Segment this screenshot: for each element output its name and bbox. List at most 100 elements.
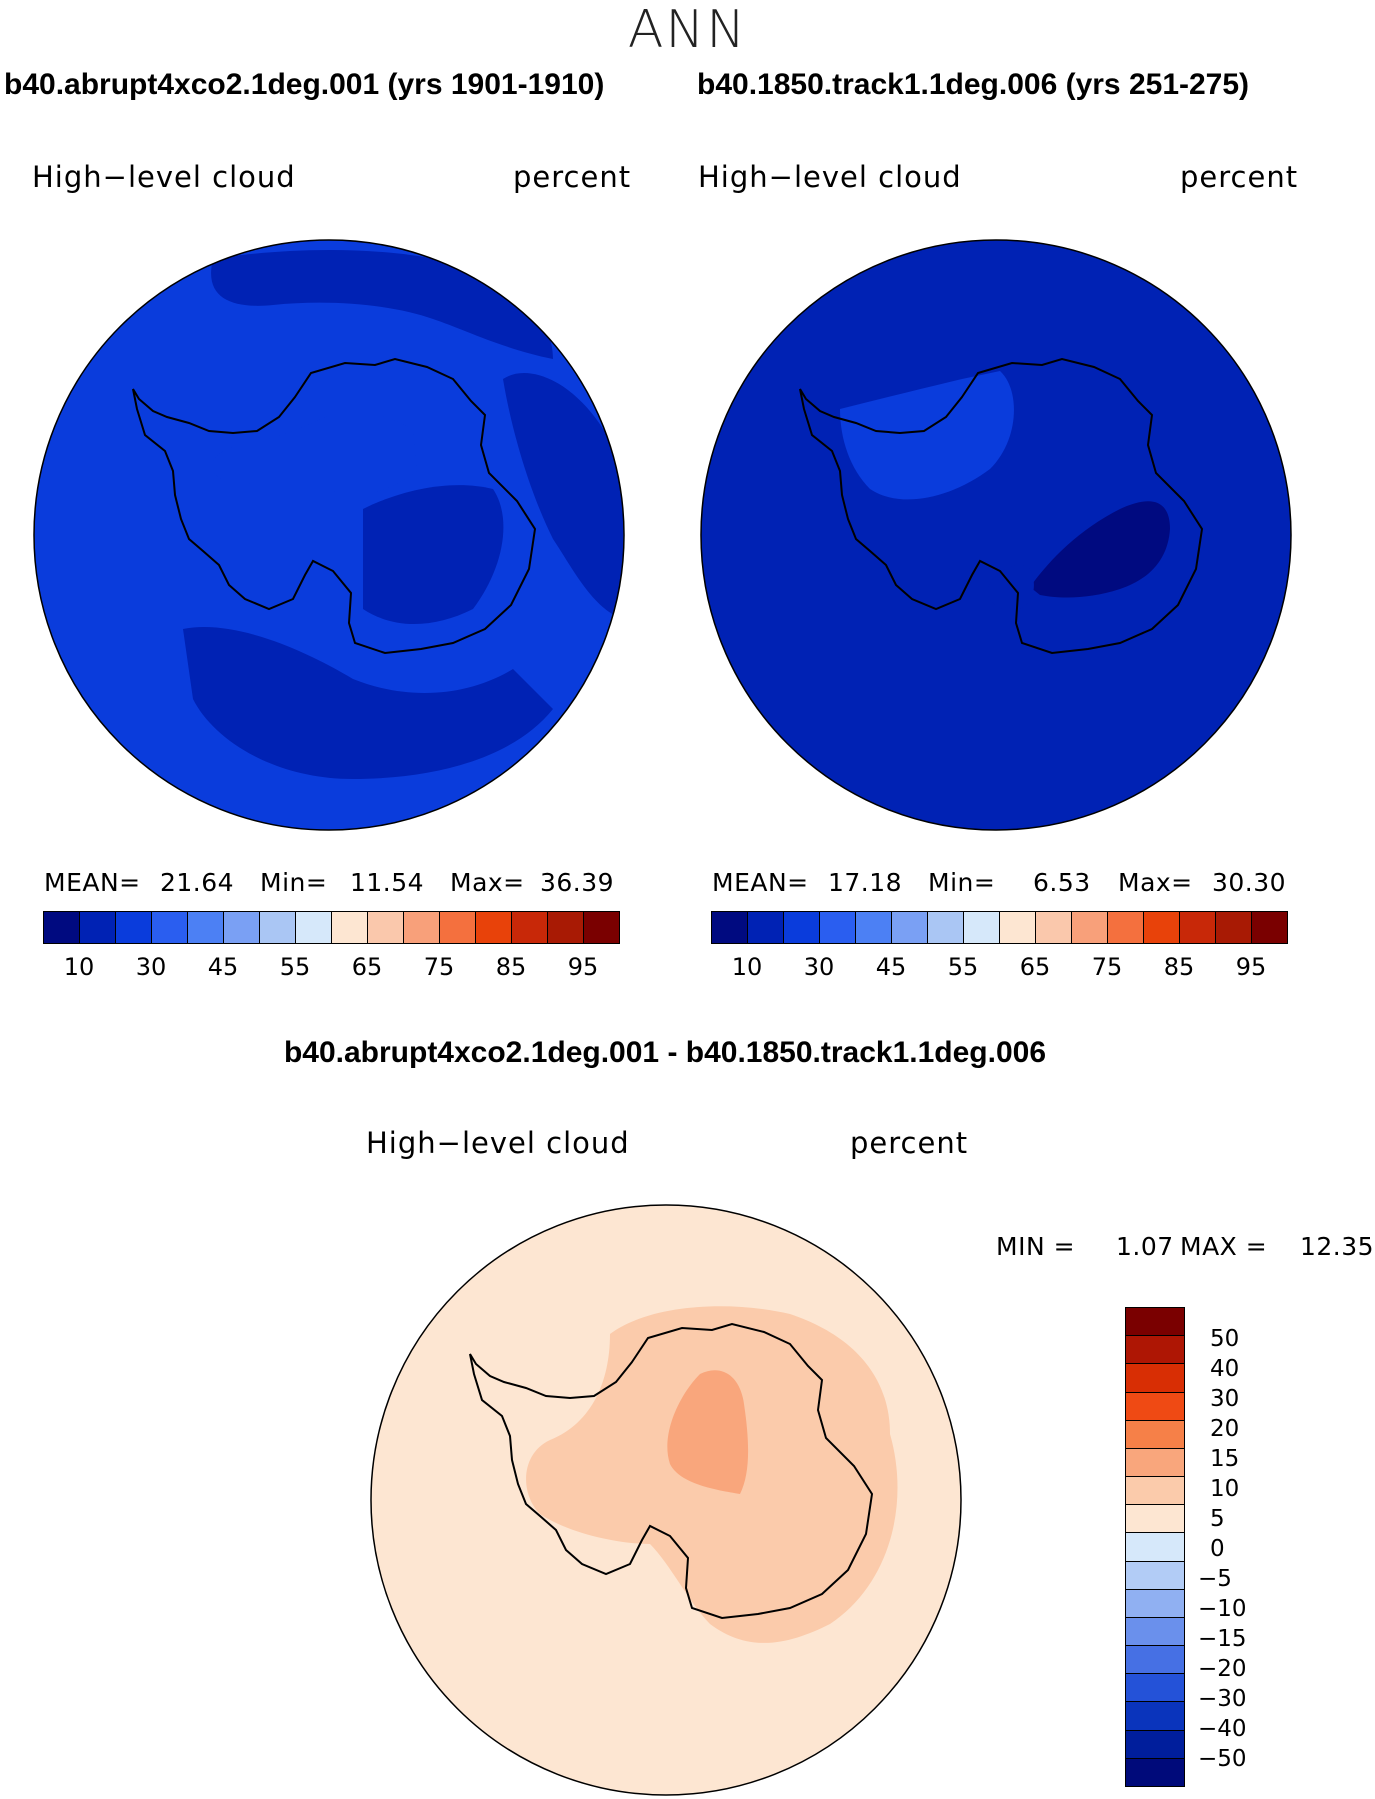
panel3-min-value: 1.07 [1116, 1232, 1174, 1261]
panel2-max-value: 30.30 [1212, 868, 1287, 897]
panel2-variable-label: High−level cloud [698, 160, 962, 194]
panel3-min-label: MIN = [996, 1232, 1076, 1261]
panel3-colorbar-swatch [1126, 1336, 1184, 1365]
panel2-title: b40.1850.track1.1deg.006 (yrs 251-275) [697, 68, 1250, 101]
panel1-colorbar-swatch [80, 912, 116, 943]
panel2-colorbar-swatch [928, 912, 964, 943]
panel1-colorbar-swatch [584, 912, 619, 943]
panel3-colorbar-swatch [1126, 1420, 1184, 1449]
panel1-units-label: percent [513, 160, 632, 194]
panel2-colorbar-swatch [748, 912, 784, 943]
panel3-plateau-max-field [667, 1370, 749, 1494]
panel2-tick: 45 [875, 953, 907, 981]
panel3-colorbar-swatch [1126, 1589, 1184, 1618]
panel1-mean-value: 21.64 [160, 868, 235, 897]
panel2-tick: 65 [1019, 953, 1051, 981]
panel1-tick: 85 [495, 953, 527, 981]
panel3-tick: 50 [1210, 1326, 1240, 1352]
panel3-map-border [370, 1204, 962, 1796]
panel1-northern-band [211, 250, 554, 359]
panel1-colorbar-swatch [440, 912, 476, 943]
panel3-tick: 40 [1210, 1356, 1240, 1382]
panel1-east-field [363, 485, 504, 624]
panel1-tick: 10 [63, 953, 95, 981]
panel3-colorbar-swatch [1126, 1533, 1184, 1562]
panel2-colorbar-swatch [1252, 912, 1287, 943]
panel3-colorbar-swatch [1126, 1561, 1184, 1590]
panel3-tick: −40 [1198, 1716, 1247, 1742]
panel1-colorbar-swatch [188, 912, 224, 943]
panel2-tick: 10 [731, 953, 763, 981]
panel3-tick: 10 [1210, 1476, 1240, 1502]
panel3-max-value: 12.35 [1300, 1232, 1375, 1261]
panel2-colorbar-swatch [1180, 912, 1216, 943]
panel3-tick: −30 [1198, 1686, 1247, 1712]
panel1-map-border [33, 239, 625, 831]
panel3-tick: −20 [1198, 1656, 1247, 1682]
panel1-colorbar-swatch [260, 912, 296, 943]
panel3-tick: 0 [1210, 1536, 1225, 1562]
panel3-map [370, 1204, 962, 1796]
panel2-tick: 95 [1235, 953, 1267, 981]
panel1-map [33, 239, 625, 831]
panel2-colorbar-swatch [1036, 912, 1072, 943]
panel2-wilkes-field [987, 564, 1034, 611]
panel3-colorbar-swatch [1126, 1392, 1184, 1421]
panel3-colorbar-swatch [1126, 1364, 1184, 1393]
panel2-units-label: percent [1180, 160, 1299, 194]
panel2-mean-label: MEAN= [712, 868, 809, 897]
panel1-min-value: 11.54 [350, 868, 425, 897]
panel3-colorbar-swatch [1126, 1308, 1184, 1337]
panel3-tick: 5 [1210, 1506, 1225, 1532]
panel3-colorbar-swatch [1126, 1505, 1184, 1534]
panel3-colorbar [1125, 1307, 1185, 1787]
panel1-title: b40.abrupt4xco2.1deg.001 (yrs 1901-1910) [4, 68, 605, 101]
panel3-tick: 30 [1210, 1386, 1240, 1412]
panel2-tick: 75 [1091, 953, 1123, 981]
panel1-colorbar-swatch [548, 912, 584, 943]
panel3-tick: 20 [1210, 1416, 1240, 1442]
panel2-colorbar-swatch [964, 912, 1000, 943]
panel2-colorbar-swatch [856, 912, 892, 943]
panel3-tick: 15 [1210, 1446, 1240, 1472]
panel1-eastern-band [503, 373, 623, 619]
panel1-colorbar-swatch [332, 912, 368, 943]
panel2-colorbar-swatch [1000, 912, 1036, 943]
panel3-title: b40.abrupt4xco2.1deg.001 - b40.1850.trac… [283, 1036, 1047, 1069]
panel2-mean-value: 17.18 [828, 868, 903, 897]
panel1-tick: 30 [135, 953, 167, 981]
panel3-max-label: MAX = [1180, 1232, 1268, 1261]
panel1-max-label: Max= [450, 868, 525, 897]
panel3-colorbar-swatch [1126, 1646, 1184, 1675]
panel2-colorbar-swatch [784, 912, 820, 943]
panel2-min-value: 6.53 [1033, 868, 1091, 897]
panel1-mean-label: MEAN= [44, 868, 141, 897]
panel3-colorbar-swatch [1126, 1702, 1184, 1731]
panel2-map-border [700, 239, 1292, 831]
panel1-colorbar-swatch [116, 912, 152, 943]
panel2-min-label: Min= [928, 868, 996, 897]
panel3-colorbar-swatch [1126, 1758, 1184, 1786]
panel2-colorbar-swatch [1072, 912, 1108, 943]
panel1-colorbar-swatch [404, 912, 440, 943]
panel2-west-field [840, 371, 1014, 500]
panel3-colorbar-swatch [1126, 1448, 1184, 1478]
panel2-colorbar-swatch [1108, 912, 1144, 943]
panel1-colorbar-swatch [512, 912, 548, 943]
panel2-colorbar-swatch [892, 912, 928, 943]
panel1-tick: 55 [279, 953, 311, 981]
panel2-tick: 30 [803, 953, 835, 981]
panel3-tick: −50 [1198, 1746, 1247, 1772]
panel1-tick: 45 [207, 953, 239, 981]
panel3-tick: −15 [1198, 1626, 1247, 1652]
panel3-colorbar-swatch [1126, 1617, 1184, 1647]
panel3-colorbar-swatch [1126, 1477, 1184, 1506]
panel1-tick: 95 [567, 953, 599, 981]
season-title: ANN [627, 0, 748, 60]
panel1-min-label: Min= [260, 868, 328, 897]
panel2-tick: 55 [947, 953, 979, 981]
panel3-variable-label: High−level cloud [366, 1126, 630, 1160]
panel1-colorbar-swatch [152, 912, 188, 943]
panel2-colorbar-swatch [712, 912, 748, 943]
panel2-map [700, 239, 1292, 831]
